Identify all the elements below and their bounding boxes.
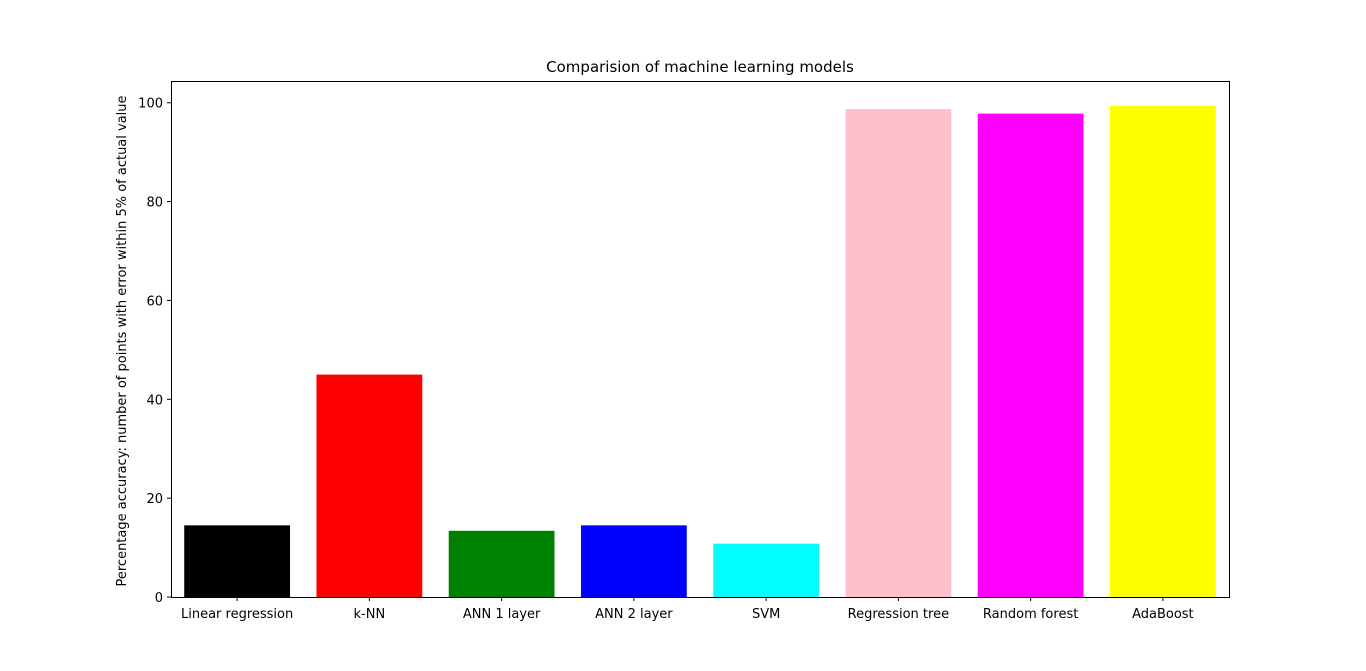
y-axis: 0 20 40 60 80 100: [138, 97, 171, 606]
y-tick-label: 40: [146, 393, 163, 408]
bar-linear-regression: [184, 525, 291, 597]
y-tick-label: 60: [146, 294, 163, 309]
bar-k-nn: [316, 374, 423, 597]
bar-svm: [713, 543, 820, 597]
bar-regression-tree: [845, 109, 952, 597]
x-tick-label: SVM: [752, 607, 780, 622]
bar-ann-2-layer: [580, 525, 687, 597]
plot-frame: [171, 81, 1230, 598]
x-tick-label: Random forest: [983, 607, 1078, 622]
x-tick-label: ANN 2 layer: [595, 607, 673, 622]
bars-layer: [184, 105, 1216, 597]
x-axis: Linear regression k-NN ANN 1 layer ANN 2 la…: [181, 597, 1194, 622]
x-tick-label: AdaBoost: [1132, 607, 1194, 622]
x-tick-label: ANN 1 layer: [463, 607, 541, 622]
bar-ann-1-layer: [448, 530, 555, 597]
x-tick-label: Regression tree: [848, 607, 949, 622]
y-tick-label: 80: [146, 196, 163, 211]
y-tick-label: 0: [155, 591, 163, 606]
x-tick-label: k-NN: [354, 607, 386, 622]
y-tick-label: 100: [138, 97, 163, 112]
bar-random-forest: [977, 113, 1084, 597]
y-tick-label: 20: [146, 492, 163, 507]
y-axis-title: Percentage accuracy: number of points wi…: [115, 95, 130, 586]
chart-title: Comparision of machine learning models: [546, 58, 854, 76]
x-tick-label: Linear regression: [181, 607, 293, 622]
bar-adaboost: [1109, 105, 1216, 597]
